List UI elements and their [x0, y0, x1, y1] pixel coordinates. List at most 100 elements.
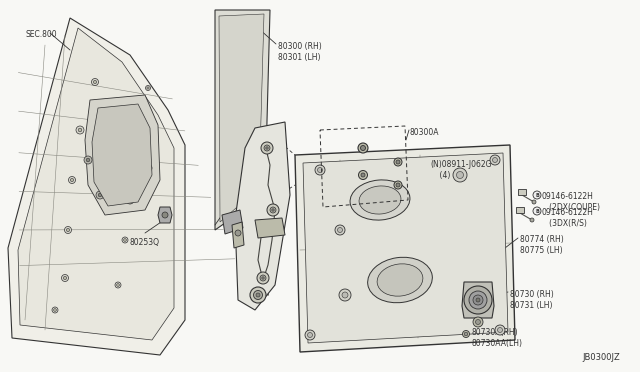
Circle shape [476, 320, 481, 324]
Circle shape [272, 209, 274, 211]
Text: B: B [535, 192, 539, 198]
Circle shape [260, 275, 266, 281]
Circle shape [235, 230, 241, 236]
Circle shape [93, 80, 97, 84]
Circle shape [469, 291, 487, 309]
Ellipse shape [359, 186, 401, 214]
Circle shape [533, 207, 541, 215]
Circle shape [68, 176, 76, 183]
Circle shape [127, 185, 133, 191]
Polygon shape [158, 207, 172, 223]
Circle shape [307, 333, 312, 337]
Circle shape [497, 327, 502, 333]
Text: 80730 (RH)
80731 (LH): 80730 (RH) 80731 (LH) [510, 290, 554, 310]
Polygon shape [8, 18, 185, 355]
Circle shape [70, 179, 74, 182]
Polygon shape [255, 218, 285, 238]
Circle shape [335, 225, 345, 235]
Circle shape [65, 227, 72, 234]
Polygon shape [303, 153, 508, 343]
Circle shape [84, 156, 92, 164]
Circle shape [533, 191, 541, 199]
Polygon shape [235, 122, 290, 310]
Circle shape [358, 170, 367, 180]
Circle shape [305, 330, 315, 340]
Circle shape [464, 332, 468, 336]
Circle shape [145, 86, 150, 90]
Text: (N)08911-J062G
    (4): (N)08911-J062G (4) [430, 160, 492, 180]
Circle shape [317, 167, 323, 173]
Polygon shape [85, 95, 160, 215]
Circle shape [126, 196, 134, 204]
Circle shape [256, 293, 260, 297]
Circle shape [124, 239, 126, 241]
Circle shape [54, 309, 56, 311]
Circle shape [116, 283, 119, 286]
Polygon shape [219, 14, 264, 222]
Circle shape [86, 158, 90, 162]
Circle shape [92, 78, 99, 86]
Text: 09146-6122H
   (3DX(R/S): 09146-6122H (3DX(R/S) [542, 208, 594, 228]
Circle shape [146, 166, 150, 170]
Circle shape [63, 276, 67, 280]
Circle shape [463, 330, 470, 337]
Text: 80774 (RH)
80775 (LH): 80774 (RH) 80775 (LH) [520, 235, 564, 255]
Circle shape [361, 173, 365, 177]
Circle shape [339, 289, 351, 301]
Circle shape [315, 165, 325, 175]
Polygon shape [518, 189, 526, 195]
Circle shape [493, 157, 497, 163]
Text: 80300 (RH)
80301 (LH): 80300 (RH) 80301 (LH) [278, 42, 322, 62]
Text: 80253Q: 80253Q [130, 238, 160, 247]
Polygon shape [18, 28, 174, 340]
Circle shape [360, 145, 365, 151]
Circle shape [78, 128, 82, 132]
Circle shape [532, 200, 536, 204]
Circle shape [67, 228, 70, 232]
Circle shape [396, 160, 400, 164]
Text: 80300A: 80300A [410, 128, 440, 137]
Text: 09146-6122H
   (2DX(COUPE): 09146-6122H (2DX(COUPE) [542, 192, 600, 212]
Ellipse shape [377, 264, 423, 296]
Circle shape [52, 307, 58, 313]
Text: B: B [535, 208, 539, 214]
Circle shape [111, 114, 119, 122]
Circle shape [261, 142, 273, 154]
Circle shape [264, 145, 270, 151]
Circle shape [140, 133, 144, 137]
Circle shape [98, 193, 102, 197]
Circle shape [137, 137, 143, 143]
Circle shape [253, 291, 262, 299]
Circle shape [128, 198, 132, 202]
Circle shape [495, 325, 505, 335]
Polygon shape [92, 104, 152, 206]
Circle shape [96, 191, 104, 199]
Circle shape [358, 143, 368, 153]
Circle shape [394, 158, 402, 166]
Circle shape [162, 212, 168, 218]
Text: SEC.800: SEC.800 [26, 30, 58, 39]
Text: 80730A(RH)
80730AA(LH): 80730A(RH) 80730AA(LH) [472, 328, 523, 348]
Polygon shape [232, 222, 244, 248]
Circle shape [530, 218, 534, 222]
Circle shape [262, 277, 264, 279]
Ellipse shape [350, 180, 410, 220]
Circle shape [456, 171, 463, 179]
Circle shape [337, 228, 342, 232]
Circle shape [453, 168, 467, 182]
Ellipse shape [367, 257, 433, 303]
Circle shape [267, 204, 279, 216]
Circle shape [270, 207, 276, 213]
Circle shape [139, 139, 141, 141]
Text: JB0300JZ: JB0300JZ [582, 353, 620, 362]
Circle shape [473, 295, 483, 305]
Circle shape [115, 282, 121, 288]
Circle shape [257, 272, 269, 284]
Circle shape [476, 298, 480, 302]
Circle shape [342, 292, 348, 298]
Circle shape [464, 286, 492, 314]
Circle shape [147, 87, 149, 89]
Polygon shape [516, 207, 524, 213]
Circle shape [144, 164, 152, 172]
Polygon shape [215, 10, 270, 230]
